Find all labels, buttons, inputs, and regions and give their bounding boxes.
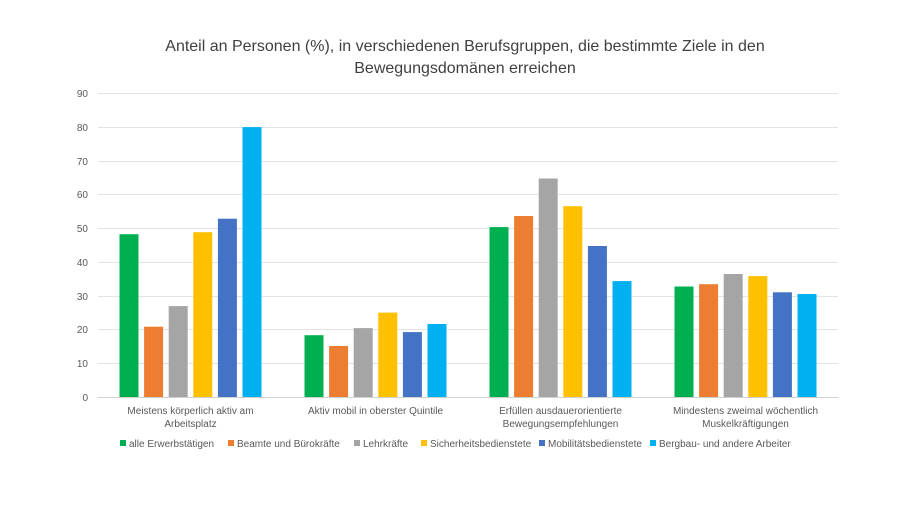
bar — [489, 227, 509, 397]
bar — [304, 335, 324, 397]
legend-item: Lehrkräfte — [354, 439, 408, 450]
legend-item: Beamte und Bürokräfte — [228, 439, 340, 450]
bar — [193, 232, 213, 397]
bar — [427, 324, 447, 397]
bar — [119, 234, 139, 397]
y-tick-label: 20 — [77, 325, 89, 336]
bar — [217, 218, 237, 397]
bar — [242, 127, 262, 397]
category-label: Mindestens zweimal wöchentlich — [673, 406, 818, 417]
y-axis-ticks: 0 10 20 30 40 50 60 70 80 90 — [77, 89, 89, 404]
chart-title: Anteil an Personen (%), in verschiedenen… — [0, 36, 900, 80]
y-tick-label: 30 — [77, 292, 89, 303]
chart-title-line-1: Anteil an Personen (%), in verschiedenen… — [165, 38, 765, 55]
category-label: Arbeitsplatz — [164, 419, 216, 430]
bar — [699, 284, 719, 397]
legend-label: Bergbau- und andere Arbeiter — [659, 439, 791, 450]
bar — [772, 292, 792, 397]
legend-swatch — [120, 440, 126, 446]
legend-label: alle Erwerbstätigen — [129, 439, 214, 450]
bar — [329, 346, 349, 397]
y-tick-label: 10 — [77, 359, 89, 370]
legend-swatch — [421, 440, 427, 446]
legend-label: Lehrkräfte — [363, 439, 408, 450]
legend-swatch — [539, 440, 545, 446]
bar — [168, 306, 188, 397]
category-label: Muskelkräftigungen — [702, 419, 789, 430]
bar — [514, 216, 534, 397]
legend-item: Bergbau- und andere Arbeiter — [650, 439, 791, 450]
y-tick-label: 40 — [77, 258, 89, 269]
y-tick-label: 0 — [82, 393, 88, 404]
legend-item: Sicherheitsbedienstete — [421, 439, 532, 450]
bar — [612, 281, 632, 397]
legend-label: Mobilitätsbedienstete — [548, 439, 642, 450]
bar — [563, 206, 583, 397]
legend: alle Erwerbstätigen Beamte und Bürokräfte… — [120, 439, 791, 450]
legend-label: Beamte und Bürokräfte — [237, 439, 340, 450]
category-label: Bewegungsempfehlungen — [503, 419, 619, 430]
y-tick-label: 90 — [77, 89, 89, 100]
bar — [797, 294, 817, 397]
x-axis-categories: Meistens körperlich aktiv am Arbeitsplatz… — [127, 406, 818, 430]
bar — [748, 276, 768, 397]
y-tick-label: 70 — [77, 157, 89, 168]
category-label: Aktiv mobil in oberster Quintile — [308, 406, 443, 417]
bars — [119, 127, 817, 397]
legend-swatch — [228, 440, 234, 446]
bar — [144, 326, 164, 397]
y-tick-label: 50 — [77, 224, 89, 235]
y-tick-label: 80 — [77, 123, 89, 134]
legend-swatch — [650, 440, 656, 446]
category-label: Erfüllen ausdauerorientierte — [499, 406, 622, 417]
legend-swatch — [354, 440, 360, 446]
category-label: Meistens körperlich aktiv am — [127, 406, 253, 417]
chart-title-line-2: Bewegungsdomänen erreichen — [354, 60, 576, 77]
bar — [723, 274, 743, 397]
bar — [353, 328, 373, 397]
legend-label: Sicherheitsbedienstete — [430, 439, 532, 450]
legend-item: Mobilitätsbedienstete — [539, 439, 642, 450]
bar — [402, 332, 422, 397]
bar — [378, 312, 398, 397]
bar — [587, 246, 607, 397]
legend-item: alle Erwerbstätigen — [120, 439, 214, 450]
y-tick-label: 60 — [77, 190, 89, 201]
bar — [674, 286, 694, 397]
bar — [538, 178, 558, 397]
